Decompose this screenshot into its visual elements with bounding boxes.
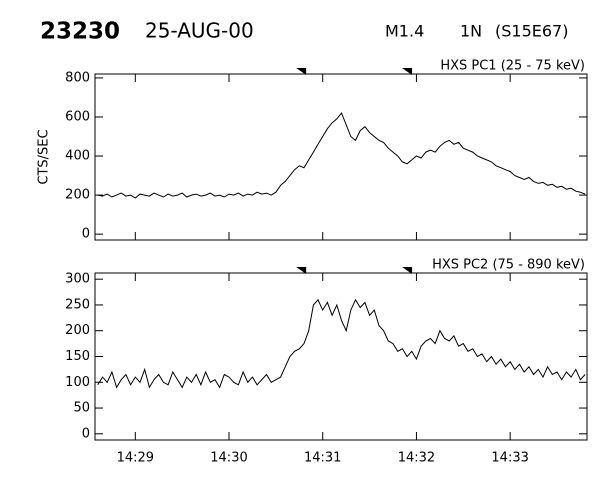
time-marker [402, 68, 413, 75]
plot-frame [94, 272, 588, 441]
panel-title: HXS PC1 (25 - 75 keV) [440, 59, 585, 74]
y-tick-label: 600 [65, 109, 90, 124]
x-tick-label: 14:33 [491, 451, 528, 466]
flare-class: M1.4 [385, 22, 424, 41]
data-line [97, 298, 586, 389]
time-marker [296, 68, 307, 75]
importance: 1N [460, 22, 482, 41]
time-marker [402, 267, 413, 274]
x-tick-label: 14:32 [398, 451, 435, 466]
event-date: 25-AUG-00 [145, 19, 254, 43]
plot-frame [94, 73, 588, 241]
x-tick-label: 14:29 [117, 451, 154, 466]
time-marker [296, 267, 307, 274]
x-tick-label: 14:30 [210, 451, 247, 466]
panel-title: HXS PC2 (75 - 890 keV) [432, 258, 585, 273]
data-line [97, 112, 586, 199]
y-axis-label: CTS/SEC [37, 129, 52, 184]
y-tick-label: 250 [65, 297, 90, 312]
y-tick-label: 800 [65, 70, 90, 85]
y-tick-label: 0 [82, 227, 90, 242]
y-tick-label: 200 [65, 323, 90, 338]
y-tick-label: 0 [82, 426, 90, 441]
y-tick-label: 50 [73, 401, 90, 416]
y-tick-label: 400 [65, 149, 90, 164]
x-tick-label: 14:31 [304, 451, 341, 466]
event-id: 23230 [40, 19, 120, 45]
y-tick-label: 100 [65, 375, 90, 390]
y-tick-label: 150 [65, 349, 90, 364]
y-tick-label: 300 [65, 272, 90, 287]
y-tick-label: 200 [65, 188, 90, 203]
location: (S15E67) [495, 22, 568, 41]
